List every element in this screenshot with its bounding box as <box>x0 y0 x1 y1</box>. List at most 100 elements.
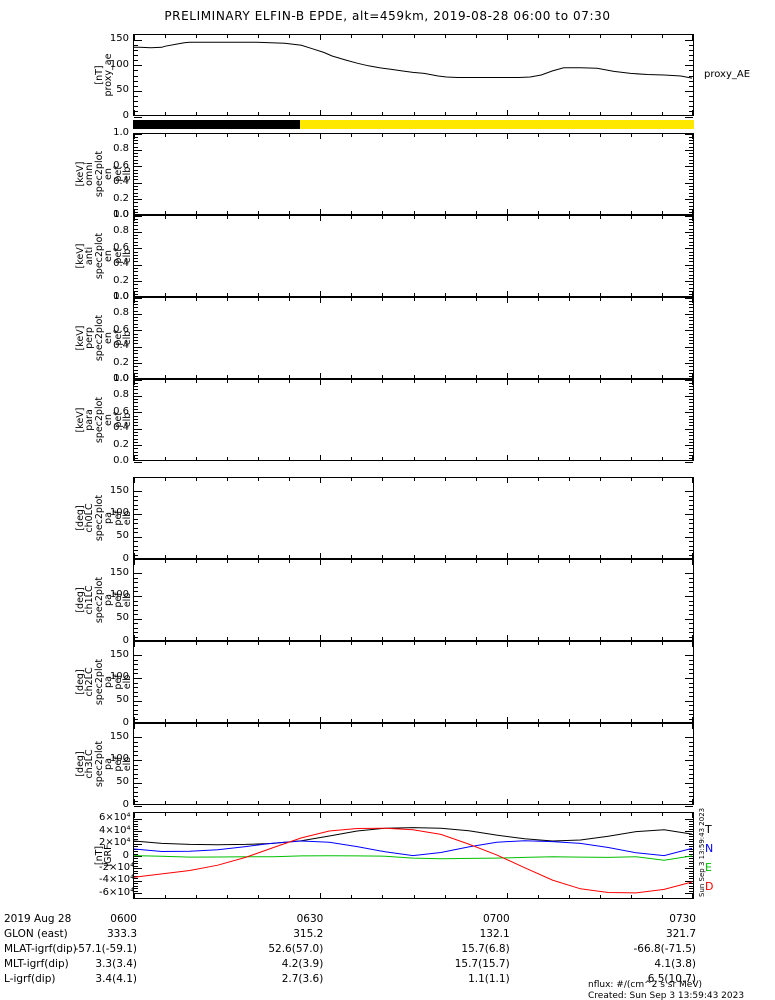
y-minor-tick <box>689 778 693 780</box>
x-minor-tick <box>506 298 508 301</box>
x-minor-tick <box>165 555 167 558</box>
x-minor-tick <box>692 895 693 898</box>
y-minor-tick <box>689 149 693 151</box>
x-minor-tick <box>351 719 353 722</box>
x-minor-tick <box>506 637 508 640</box>
y-minor-tick <box>689 176 693 178</box>
footer-value: 0600 <box>110 913 137 925</box>
x-minor-tick <box>227 35 229 38</box>
x-minor-tick <box>537 375 539 378</box>
x-minor-tick <box>351 560 353 563</box>
x-minor-tick <box>227 211 229 214</box>
y-minor-tick <box>689 554 693 556</box>
y-minor-tick <box>689 80 693 82</box>
ytick-label: 100 <box>109 58 129 70</box>
ytick-label: 1.0 <box>113 291 129 302</box>
x-minor-tick <box>134 375 135 378</box>
x-minor-tick <box>227 298 229 301</box>
y-major-tick <box>134 166 142 168</box>
x-minor-tick <box>320 801 322 804</box>
x-minor-tick <box>475 637 477 640</box>
x-minor-tick <box>258 375 260 378</box>
x-minor-tick <box>475 560 477 563</box>
y-major-tick <box>134 759 142 761</box>
y-major-tick <box>134 513 142 515</box>
ytick-label: -6×10⁴ <box>99 886 135 898</box>
y-minor-tick <box>689 495 693 497</box>
y-minor-tick <box>689 836 693 838</box>
series-line-T <box>134 827 693 846</box>
y-minor-tick <box>689 143 693 145</box>
ylabel-pef-pa-ch3lc: elb pef pa spec2plot ch3LC [deg] <box>75 723 134 805</box>
y-minor-tick <box>134 376 138 378</box>
x-minor-tick <box>289 380 291 383</box>
x-minor-tick <box>196 35 198 38</box>
y-minor-tick <box>134 222 138 224</box>
y-minor-tick <box>689 664 693 666</box>
y-minor-tick <box>689 307 693 309</box>
y-major-tick <box>134 248 142 250</box>
y-minor-tick <box>689 828 693 830</box>
created-timestamp: Created: Sun Sep 3 13:59:43 2023 <box>588 991 745 1000</box>
x-minor-tick <box>475 298 477 301</box>
y-minor-tick <box>134 313 138 315</box>
y-minor-tick <box>689 883 693 885</box>
y-minor-tick <box>689 333 693 335</box>
x-minor-tick <box>351 375 353 378</box>
ytick-label: 0.0 <box>113 373 129 384</box>
igrf-legend-T: T <box>705 823 712 836</box>
x-minor-tick <box>289 211 291 214</box>
y-minor-tick <box>134 878 138 880</box>
x-minor-tick <box>165 560 167 563</box>
ytick-label: 0.2 <box>113 438 129 450</box>
y-minor-tick <box>134 179 138 181</box>
y-minor-tick <box>134 205 138 207</box>
y-minor-tick <box>689 636 693 638</box>
x-minor-tick <box>227 112 229 115</box>
footer-value: -66.8(-71.5) <box>633 943 696 955</box>
x-minor-tick <box>165 134 167 137</box>
y-major-tick <box>134 737 142 739</box>
y-minor-tick <box>134 294 138 296</box>
y-minor-tick <box>689 225 693 227</box>
y-minor-tick <box>689 222 693 224</box>
y-minor-tick <box>134 618 138 620</box>
ylabel-line: elb <box>122 330 133 346</box>
ylabel-proxy-ae: proxy_ae [nT] <box>89 34 131 116</box>
y-minor-tick <box>134 176 138 178</box>
x-minor-tick <box>630 637 632 640</box>
y-minor-tick <box>689 623 693 625</box>
y-minor-tick <box>134 163 138 165</box>
y-minor-tick <box>134 500 138 502</box>
y-minor-tick <box>689 805 693 807</box>
ylabel-pef-en-omni: elb pef en spec2plot omni [keV] <box>75 133 134 215</box>
x-minor-tick <box>661 719 663 722</box>
y-minor-tick <box>689 402 693 404</box>
y-minor-tick <box>689 205 693 207</box>
ytick-label: 1.0 <box>113 209 129 220</box>
x-minor-tick <box>661 112 663 115</box>
x-minor-tick <box>196 298 198 301</box>
x-minor-tick <box>134 555 135 558</box>
y-major-tick <box>134 880 142 882</box>
y-minor-tick <box>134 212 138 214</box>
x-minor-tick <box>599 211 601 214</box>
x-minor-tick <box>289 216 291 219</box>
x-minor-tick <box>289 801 291 804</box>
x-minor-tick <box>227 134 229 137</box>
y-minor-tick <box>689 769 693 771</box>
y-minor-tick <box>134 44 138 46</box>
x-minor-tick <box>568 134 570 137</box>
y-minor-tick <box>689 39 693 41</box>
coverage-bar-yellow-segment <box>300 120 694 129</box>
y-minor-tick <box>689 294 693 296</box>
x-minor-tick <box>320 380 322 383</box>
y-minor-tick <box>134 893 138 895</box>
x-minor-tick <box>258 112 260 115</box>
x-minor-tick <box>630 134 632 137</box>
x-minor-tick <box>134 801 135 804</box>
x-minor-tick <box>661 216 663 219</box>
y-minor-tick <box>134 264 138 266</box>
x-minor-tick <box>382 293 384 296</box>
y-minor-tick <box>134 454 138 456</box>
